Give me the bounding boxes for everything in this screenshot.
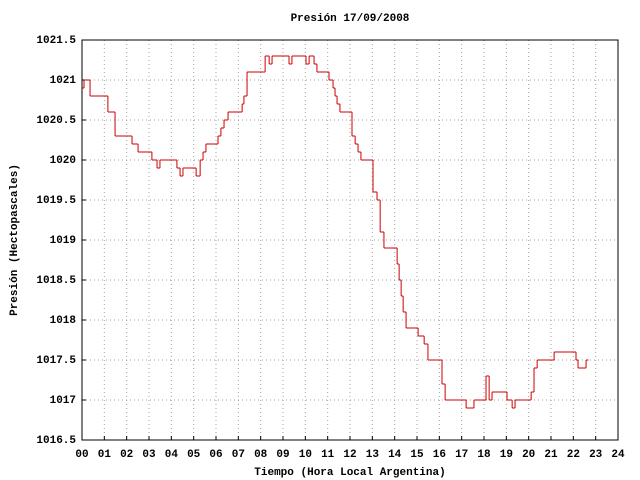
- x-tick-label: 03: [142, 449, 156, 461]
- x-tick-label: 18: [477, 449, 491, 461]
- x-tick-label: 14: [388, 449, 402, 461]
- x-tick-label: 15: [410, 449, 424, 461]
- y-tick-label: 1018.5: [36, 275, 76, 287]
- y-tick-label: 1021: [50, 75, 77, 87]
- x-tick-label: 24: [611, 449, 625, 461]
- x-tick-label: 07: [232, 449, 245, 461]
- x-tick-label: 13: [366, 449, 380, 461]
- chart-title: Presión 17/09/2008: [291, 13, 410, 25]
- x-tick-label: 17: [455, 449, 468, 461]
- x-tick-label: 22: [567, 449, 580, 461]
- x-axis-label: Tiempo (Hora Local Argentina): [254, 467, 445, 479]
- x-tick-label: 01: [98, 449, 112, 461]
- y-tick-label: 1019: [50, 235, 76, 247]
- plot-frame: [81, 39, 619, 441]
- y-axis-label: Presión (Hectopascales): [9, 164, 21, 316]
- y-tick-label: 1021.5: [36, 35, 76, 47]
- x-tick-label: 00: [75, 449, 88, 461]
- y-tick-label: 1016.5: [36, 435, 76, 447]
- y-tick-label: 1019.5: [36, 195, 76, 207]
- x-tick-label: 21: [544, 449, 558, 461]
- x-tick-label: 09: [276, 449, 289, 461]
- y-tick-label: 1018: [50, 315, 77, 327]
- y-tick-label: 1020: [50, 155, 76, 167]
- x-tick-label: 23: [589, 449, 603, 461]
- y-tick-label: 1017: [50, 395, 76, 407]
- x-tick-label: 06: [209, 449, 222, 461]
- x-tick-label: 10: [299, 449, 312, 461]
- x-tick-label: 19: [500, 449, 513, 461]
- x-tick-label: 02: [120, 449, 133, 461]
- x-tick-label: 11: [321, 449, 335, 461]
- x-tick-label: 04: [165, 449, 179, 461]
- x-tick-label: 08: [254, 449, 268, 461]
- x-tick-label: 16: [433, 449, 446, 461]
- x-tick-label: 12: [343, 449, 356, 461]
- y-tick-label: 1020.5: [36, 115, 76, 127]
- y-tick-label: 1017.5: [36, 355, 76, 367]
- x-tick-label: 05: [187, 449, 201, 461]
- x-tick-label: 20: [522, 449, 535, 461]
